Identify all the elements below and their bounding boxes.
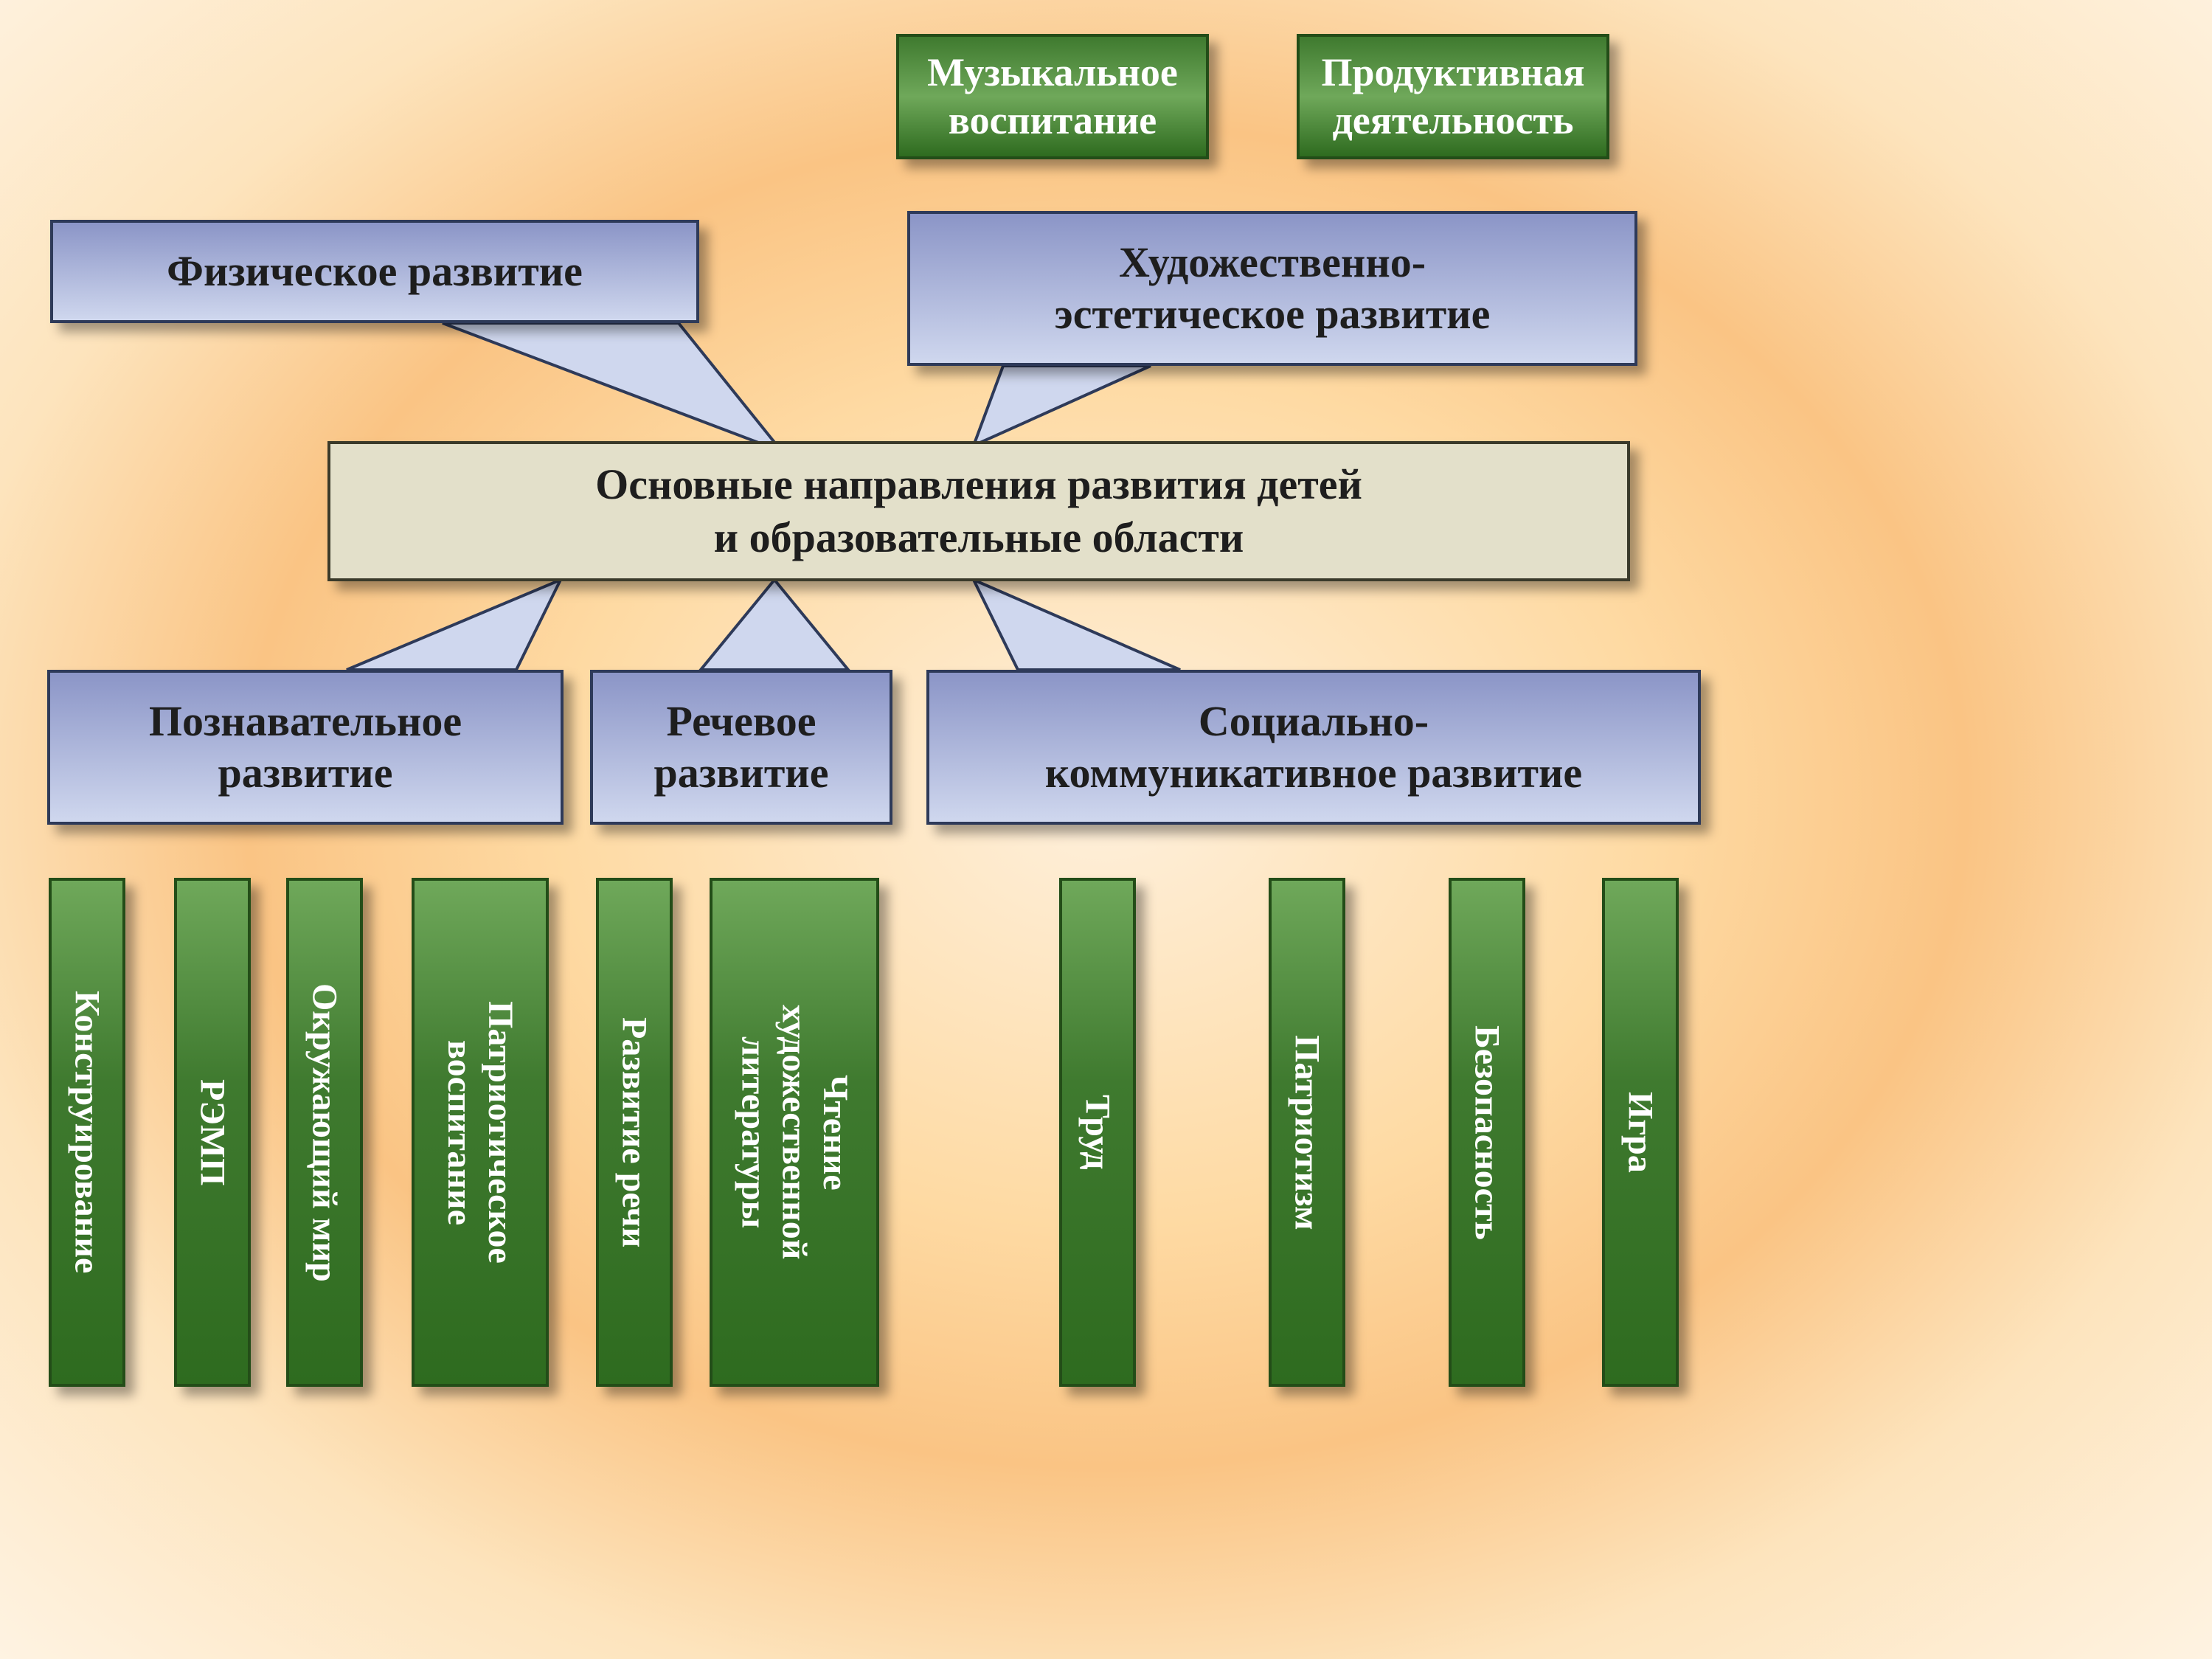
vertical-green-label: Окружающий мир (304, 983, 344, 1282)
vertical-green-game: Игра (1602, 878, 1679, 1387)
vertical-green-label: Патриотизм (1286, 1035, 1327, 1230)
blue-callout-physical: Физическое развитие (50, 220, 699, 323)
blue-callout-label: Художественно- эстетическое развитие (1055, 237, 1491, 339)
vertical-green-labor: Труд (1059, 878, 1136, 1387)
upper-green-label: Продуктивная деятельность (1321, 49, 1584, 145)
vertical-green-label: РЭМП (192, 1079, 232, 1186)
vertical-green-reading: Чтение художественной литературы (710, 878, 879, 1387)
vertical-green-construct: Конструирование (49, 878, 125, 1387)
vertical-green-safety: Безопасность (1449, 878, 1525, 1387)
central-title-box: Основные направления развития детей и об… (327, 441, 1630, 581)
vertical-green-remp: РЭМП (174, 878, 251, 1387)
vertical-green-patriot_ed: Патриотическое воспитание (412, 878, 549, 1387)
blue-callout-cognitive: Познавательное развитие (47, 670, 564, 825)
blue-callout-label: Познавательное развитие (149, 696, 462, 798)
callout-tail-physical (443, 323, 782, 451)
blue-callout-artistic: Художественно- эстетическое развитие (907, 211, 1637, 366)
callout-tail-speech (701, 580, 848, 670)
central-title-text: Основные направления развития детей и об… (595, 458, 1362, 565)
vertical-green-label: Труд (1077, 1095, 1117, 1170)
vertical-green-label: Безопасность (1466, 1025, 1507, 1240)
blue-callout-speech: Речевое развитие (590, 670, 892, 825)
blue-callout-label: Речевое развитие (654, 696, 829, 798)
vertical-green-label: Конструирование (66, 991, 107, 1273)
callout-tail-cognitive (347, 580, 561, 670)
upper-green-box-productive: Продуктивная деятельность (1297, 34, 1609, 159)
vertical-green-label: Развитие речи (614, 1017, 654, 1247)
callout-tail-social (974, 580, 1180, 670)
vertical-green-world: Окружающий мир (286, 878, 363, 1387)
blue-callout-label: Социально- коммуникативное развитие (1045, 696, 1582, 798)
blue-callout-social: Социально- коммуникативное развитие (926, 670, 1701, 825)
upper-green-box-music: Музыкальное воспитание (896, 34, 1209, 159)
callout-tail-artistic (974, 366, 1151, 446)
vertical-green-label: Игра (1620, 1092, 1660, 1173)
vertical-green-patriotism: Патриотизм (1269, 878, 1345, 1387)
upper-green-label: Музыкальное воспитание (927, 49, 1178, 145)
vertical-green-label: Патриотическое воспитание (440, 1001, 521, 1264)
vertical-green-speech_dev: Развитие речи (596, 878, 673, 1387)
vertical-green-label: Чтение художественной литературы (733, 1005, 856, 1259)
blue-callout-label: Физическое развитие (167, 246, 583, 297)
